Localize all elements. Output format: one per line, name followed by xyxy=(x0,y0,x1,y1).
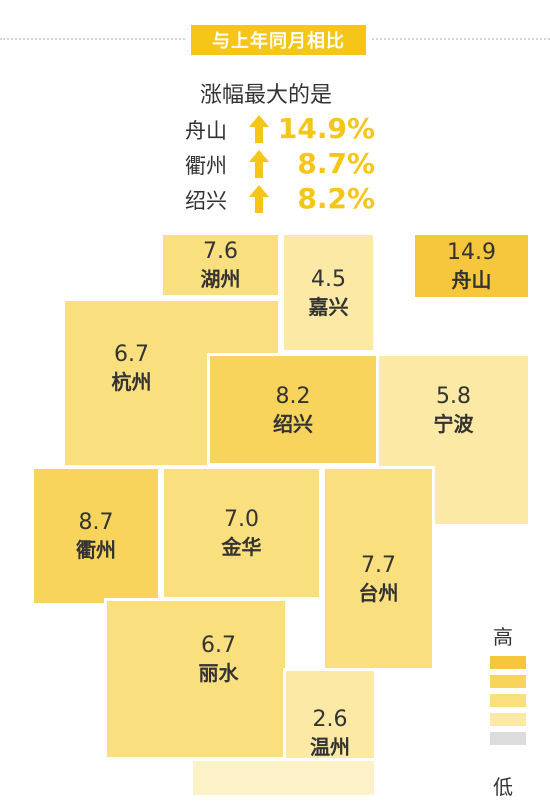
header-rule-right xyxy=(372,38,550,40)
tile-name: 金华 xyxy=(221,535,262,559)
tile-wenzhou-extension xyxy=(190,758,377,798)
tile-value: 7.7 xyxy=(361,552,396,578)
tile-name: 绍兴 xyxy=(273,411,313,436)
summary-city: 绍兴 xyxy=(185,189,227,213)
tile-name: 嘉兴 xyxy=(308,294,349,319)
summary-title: 涨幅最大的是 xyxy=(200,83,333,108)
legend-swatch xyxy=(490,656,526,669)
tile-name: 宁波 xyxy=(433,412,474,436)
legend-low-label: 低 xyxy=(493,775,513,799)
summary-value: 14.9% xyxy=(277,112,375,145)
tile-value: 14.9 xyxy=(447,240,496,265)
tile-shaoxing: 8.2 绍兴 xyxy=(207,353,379,466)
tile-name: 舟山 xyxy=(451,268,492,292)
summary-city: 舟山 xyxy=(185,119,227,143)
tile-huzhou: 7.6 湖州 xyxy=(160,232,281,298)
legend-swatch xyxy=(490,732,526,745)
tile-name: 温州 xyxy=(310,735,350,759)
tile-value: 6.7 xyxy=(114,342,149,367)
summary-row-3: 绍兴 8.2% xyxy=(185,182,395,216)
tile-name: 丽水 xyxy=(198,661,239,685)
tile-zhoushan: 14.9 舟山 xyxy=(412,232,531,300)
tile-lishui: 6.7 丽水 xyxy=(104,598,288,760)
tile-jiaxing: 4.5 嘉兴 xyxy=(281,232,376,353)
up-arrow-icon xyxy=(249,115,269,143)
summary-value: 8.2% xyxy=(297,182,375,215)
tile-value: 5.8 xyxy=(436,384,471,409)
legend-high-label: 高 xyxy=(493,625,513,649)
summary-row-2: 衢州 8.7% xyxy=(185,147,395,181)
tile-value: 2.6 xyxy=(312,707,348,732)
legend-swatch xyxy=(490,713,526,726)
legend-swatch xyxy=(490,694,526,707)
up-arrow-icon xyxy=(249,185,269,213)
legend-swatch xyxy=(490,675,526,688)
tile-name: 杭州 xyxy=(111,370,152,394)
tile-value: 8.7 xyxy=(78,510,114,535)
tile-value: 6.7 xyxy=(201,633,236,658)
summary-row-1: 舟山 14.9% xyxy=(185,112,395,146)
tile-taizhou: 7.7 台州 xyxy=(322,466,435,671)
summary-value: 8.7% xyxy=(297,147,375,180)
header-rule-left xyxy=(0,38,185,40)
summary-city: 衢州 xyxy=(185,154,227,178)
tile-value: 7.0 xyxy=(224,507,259,532)
tile-name: 台州 xyxy=(358,580,399,605)
tile-value: 8.2 xyxy=(275,383,311,409)
tile-value: 4.5 xyxy=(311,266,346,292)
tile-value: 7.6 xyxy=(203,239,238,264)
header-badge: 与上年同月相比 xyxy=(191,25,366,55)
tile-quzhou: 8.7 衢州 xyxy=(31,466,161,606)
tile-name: 湖州 xyxy=(200,267,241,291)
tile-jinhua: 7.0 金华 xyxy=(161,466,322,600)
tile-name: 衢州 xyxy=(76,538,116,562)
up-arrow-icon xyxy=(249,150,269,178)
